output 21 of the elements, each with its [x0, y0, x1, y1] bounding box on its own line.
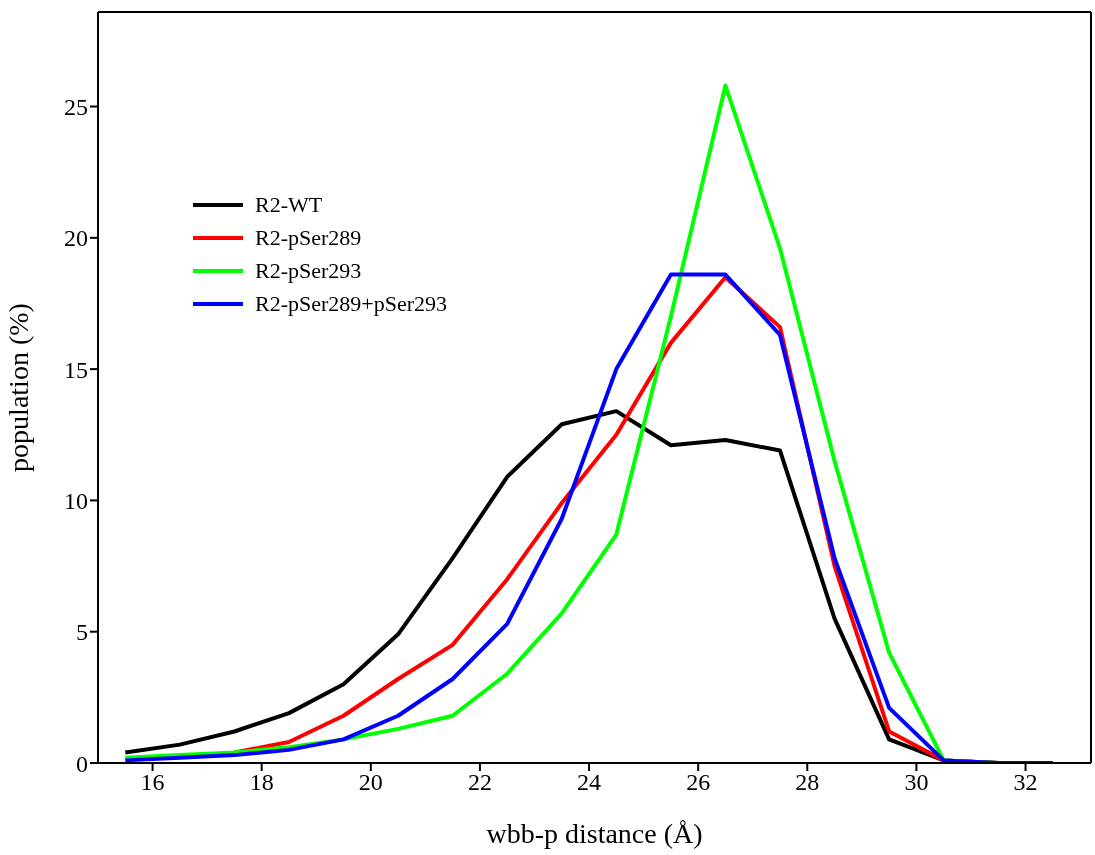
- legend-label: R2-pSer293: [255, 257, 362, 285]
- legend-label: R2-pSer289+pSer293: [255, 290, 448, 318]
- y-tick-label: 10: [64, 487, 88, 514]
- y-tick-label: 0: [76, 750, 88, 777]
- x-tick-label: 26: [686, 769, 711, 796]
- y-tick-label: 5: [76, 619, 88, 646]
- x-tick-label: 18: [249, 769, 274, 796]
- x-tick-label: 20: [358, 769, 383, 796]
- x-tick-label: 28: [795, 769, 820, 796]
- x-tick-label: 22: [467, 769, 492, 796]
- y-tick-label: 15: [64, 356, 88, 383]
- x-tick-label: 30: [904, 769, 929, 796]
- y-axis-title: population (%): [2, 303, 34, 472]
- x-tick-label: 32: [1013, 769, 1038, 796]
- legend-label: R2-pSer289: [255, 224, 362, 252]
- x-axis-title: wbb-p distance (Å): [486, 818, 703, 849]
- y-tick-label: 25: [64, 94, 88, 121]
- x-tick-label: 24: [577, 769, 602, 796]
- legend-label: R2-WT: [255, 191, 323, 219]
- y-tick-label: 20: [64, 225, 88, 252]
- x-tick-label: 16: [140, 769, 165, 796]
